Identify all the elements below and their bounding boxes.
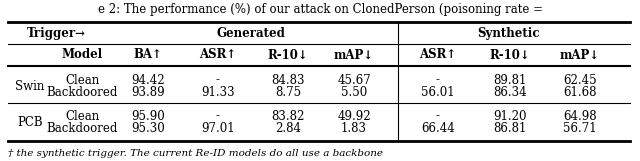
Text: Backdoored: Backdoored [46, 86, 118, 99]
Text: 86.34: 86.34 [493, 86, 527, 99]
Text: 61.68: 61.68 [563, 86, 596, 99]
Text: R-10↓: R-10↓ [268, 48, 308, 62]
Text: Clean: Clean [65, 74, 99, 86]
Text: mAP↓: mAP↓ [560, 48, 600, 62]
Text: 95.90: 95.90 [131, 109, 165, 123]
Text: 56.71: 56.71 [563, 123, 597, 136]
Text: 89.81: 89.81 [493, 74, 527, 86]
Text: 64.98: 64.98 [563, 109, 597, 123]
Text: ASR↑: ASR↑ [419, 48, 456, 62]
Text: 91.33: 91.33 [201, 86, 235, 99]
Text: mAP↓: mAP↓ [334, 48, 374, 62]
Text: Synthetic: Synthetic [477, 27, 540, 39]
Text: Trigger→: Trigger→ [26, 27, 86, 39]
Text: 66.44: 66.44 [421, 123, 455, 136]
Text: 49.92: 49.92 [337, 109, 371, 123]
Text: Generated: Generated [216, 27, 285, 39]
Text: -: - [436, 74, 440, 86]
Text: 95.30: 95.30 [131, 123, 165, 136]
Text: BA↑: BA↑ [134, 48, 163, 62]
Text: -: - [436, 109, 440, 123]
Text: † the synthetic trigger. The current Re-ID models do all use a backbone: † the synthetic trigger. The current Re-… [8, 148, 383, 157]
Text: 97.01: 97.01 [201, 123, 235, 136]
Text: Clean: Clean [65, 109, 99, 123]
Text: 93.89: 93.89 [131, 86, 165, 99]
Text: 86.81: 86.81 [493, 123, 527, 136]
Text: Backdoored: Backdoored [46, 123, 118, 136]
Text: 62.45: 62.45 [563, 74, 597, 86]
Text: Model: Model [61, 48, 102, 62]
Text: 45.67: 45.67 [337, 74, 371, 86]
Text: 91.20: 91.20 [493, 109, 527, 123]
Text: 8.75: 8.75 [275, 86, 301, 99]
Text: -: - [216, 74, 220, 86]
Text: 5.50: 5.50 [341, 86, 367, 99]
Text: -: - [216, 109, 220, 123]
Text: ASR↑: ASR↑ [200, 48, 237, 62]
Text: R-10↓: R-10↓ [490, 48, 531, 62]
Text: PCB: PCB [17, 116, 43, 129]
Text: 94.42: 94.42 [131, 74, 165, 86]
Text: 83.82: 83.82 [271, 109, 305, 123]
Text: e 2: The performance (%) of our attack on ClonedPerson (poisoning rate =: e 2: The performance (%) of our attack o… [97, 4, 543, 16]
Text: 2.84: 2.84 [275, 123, 301, 136]
Text: 1.83: 1.83 [341, 123, 367, 136]
Text: 56.01: 56.01 [421, 86, 455, 99]
Text: 84.83: 84.83 [271, 74, 305, 86]
Text: Swin: Swin [15, 80, 45, 93]
